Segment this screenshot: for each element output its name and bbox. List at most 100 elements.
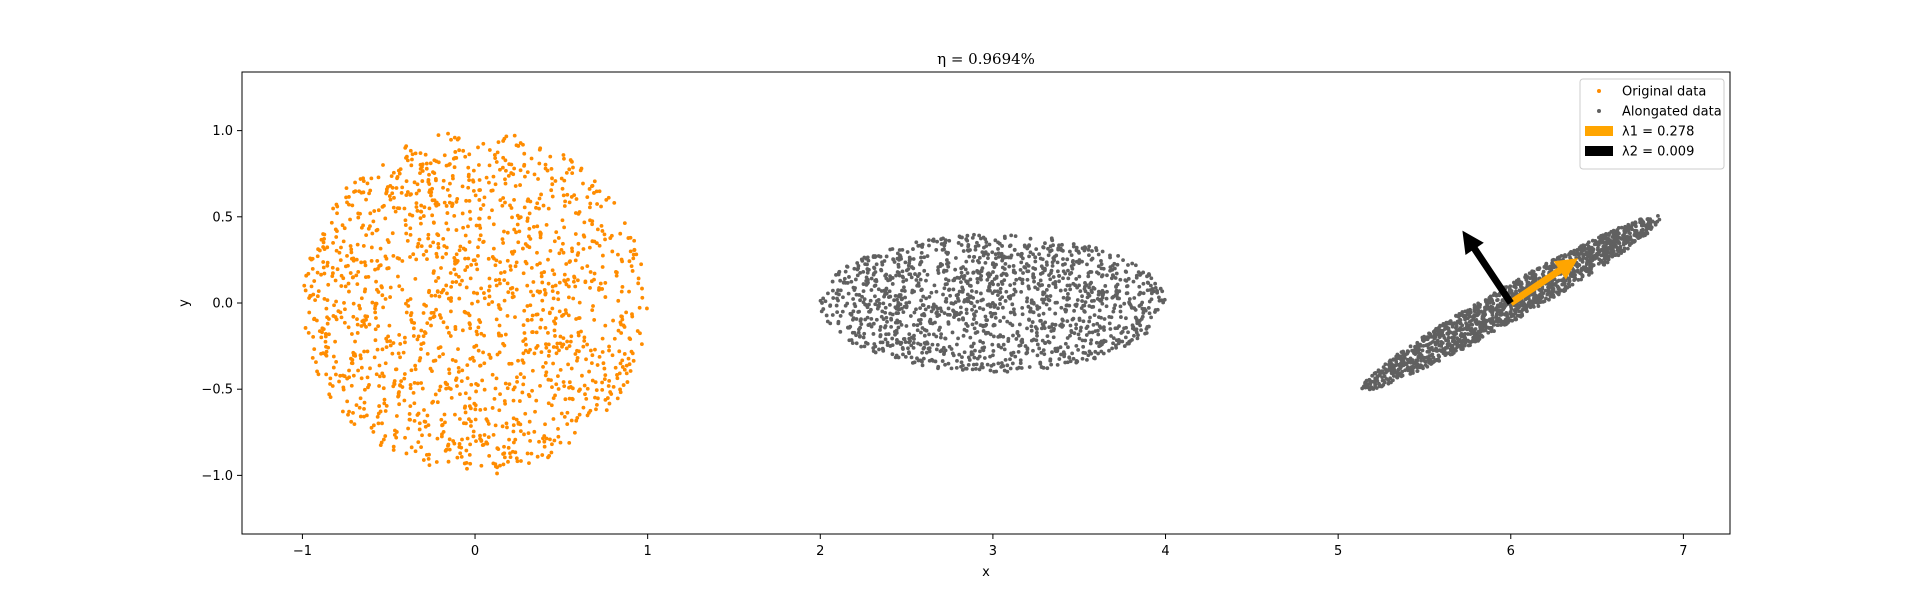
scatter-point [1548, 294, 1553, 299]
scatter-point [532, 429, 537, 434]
scatter-point [1001, 334, 1006, 339]
scatter-point [587, 187, 592, 191]
scatter-point [355, 242, 360, 247]
scatter-point [575, 278, 580, 283]
scatter-point [440, 423, 444, 428]
scatter-point [999, 273, 1004, 278]
scatter-point [387, 323, 392, 328]
scatter-point [963, 267, 968, 272]
scatter-point [1444, 338, 1449, 343]
scatter-point [316, 372, 321, 377]
scatter-point [1130, 326, 1135, 331]
scatter-point [351, 314, 356, 319]
scatter-point [463, 256, 467, 261]
scatter-point [333, 315, 338, 319]
scatter-point [505, 425, 509, 430]
scatter-point [1085, 324, 1090, 329]
scatter-point [977, 255, 982, 260]
scatter-point [311, 292, 316, 297]
scatter-point [861, 335, 866, 340]
scatter-point [1440, 341, 1445, 345]
scatter-point [375, 347, 380, 352]
scatter-point [1041, 348, 1046, 353]
scatter-point [1532, 296, 1536, 301]
scatter-point [1029, 324, 1034, 329]
scatter-point [1424, 343, 1428, 348]
scatter-point [867, 309, 871, 314]
y-axis-ticks: −1.0−0.50.00.51.0 [201, 124, 242, 484]
scatter-point [413, 449, 418, 454]
scatter-point [405, 238, 410, 243]
scatter-point [403, 340, 407, 345]
scatter-point [514, 456, 519, 461]
scatter-point [552, 239, 557, 244]
scatter-point [1091, 285, 1096, 290]
scatter-point [620, 358, 625, 363]
scatter-point [1422, 359, 1427, 363]
scatter-point [880, 340, 885, 345]
scatter-point [1155, 288, 1159, 293]
scatter-point [1099, 266, 1104, 271]
scatter-point [1123, 278, 1128, 283]
scatter-point [362, 400, 367, 405]
scatter-point [1605, 260, 1610, 265]
chart-title: η = 0.9694% [937, 50, 1035, 68]
scatter-point [1551, 295, 1556, 299]
scatter-point [620, 365, 625, 369]
scatter-point [821, 296, 826, 301]
scatter-point [373, 338, 378, 343]
scatter-point [334, 235, 339, 239]
scatter-point [506, 445, 511, 450]
scatter-point [538, 384, 542, 388]
scatter-point [351, 258, 356, 263]
scatter-point [391, 448, 396, 452]
scatter-point [574, 197, 579, 201]
scatter-point [1511, 312, 1516, 317]
scatter-point [869, 317, 874, 321]
scatter-point [447, 367, 451, 372]
scatter-point [895, 297, 899, 302]
scatter-point [970, 352, 975, 357]
scatter-point [1493, 292, 1498, 297]
scatter-point [836, 321, 841, 326]
scatter-point [540, 280, 545, 285]
scatter-point [896, 355, 901, 360]
scatter-point [1542, 299, 1547, 304]
scatter-point [946, 320, 951, 325]
scatter-point [463, 247, 468, 252]
scatter-point [450, 204, 454, 209]
scatter-point [436, 133, 441, 138]
scatter-point [1099, 258, 1103, 263]
scatter-point [423, 424, 428, 429]
scatter-point [1111, 309, 1116, 314]
scatter-point [1016, 349, 1021, 354]
scatter-point [479, 331, 484, 336]
scatter-point [1003, 357, 1008, 362]
scatter-point [370, 231, 375, 236]
scatter-point [548, 154, 553, 159]
scatter-point [571, 296, 576, 301]
scatter-point [1421, 366, 1425, 371]
scatter-point [837, 292, 841, 297]
scatter-point [562, 384, 567, 389]
scatter-point [525, 318, 530, 323]
scatter-point [1602, 260, 1607, 264]
scatter-point [627, 289, 631, 294]
scatter-point [562, 178, 567, 183]
scatter-point [371, 423, 376, 428]
scatter-point [1100, 249, 1105, 254]
scatter-point [518, 168, 523, 173]
scatter-point [1399, 374, 1404, 379]
scatter-point [900, 288, 904, 293]
scatter-point [1431, 348, 1436, 353]
scatter-point [871, 321, 876, 326]
scatter-point [603, 397, 608, 402]
scatter-point [415, 244, 420, 249]
scatter-point [960, 285, 965, 290]
scatter-point [1096, 332, 1101, 337]
scatter-point [1018, 267, 1023, 272]
scatter-point [947, 312, 952, 317]
scatter-point [383, 434, 388, 438]
scatter-point [935, 239, 939, 244]
scatter-point [549, 450, 554, 455]
